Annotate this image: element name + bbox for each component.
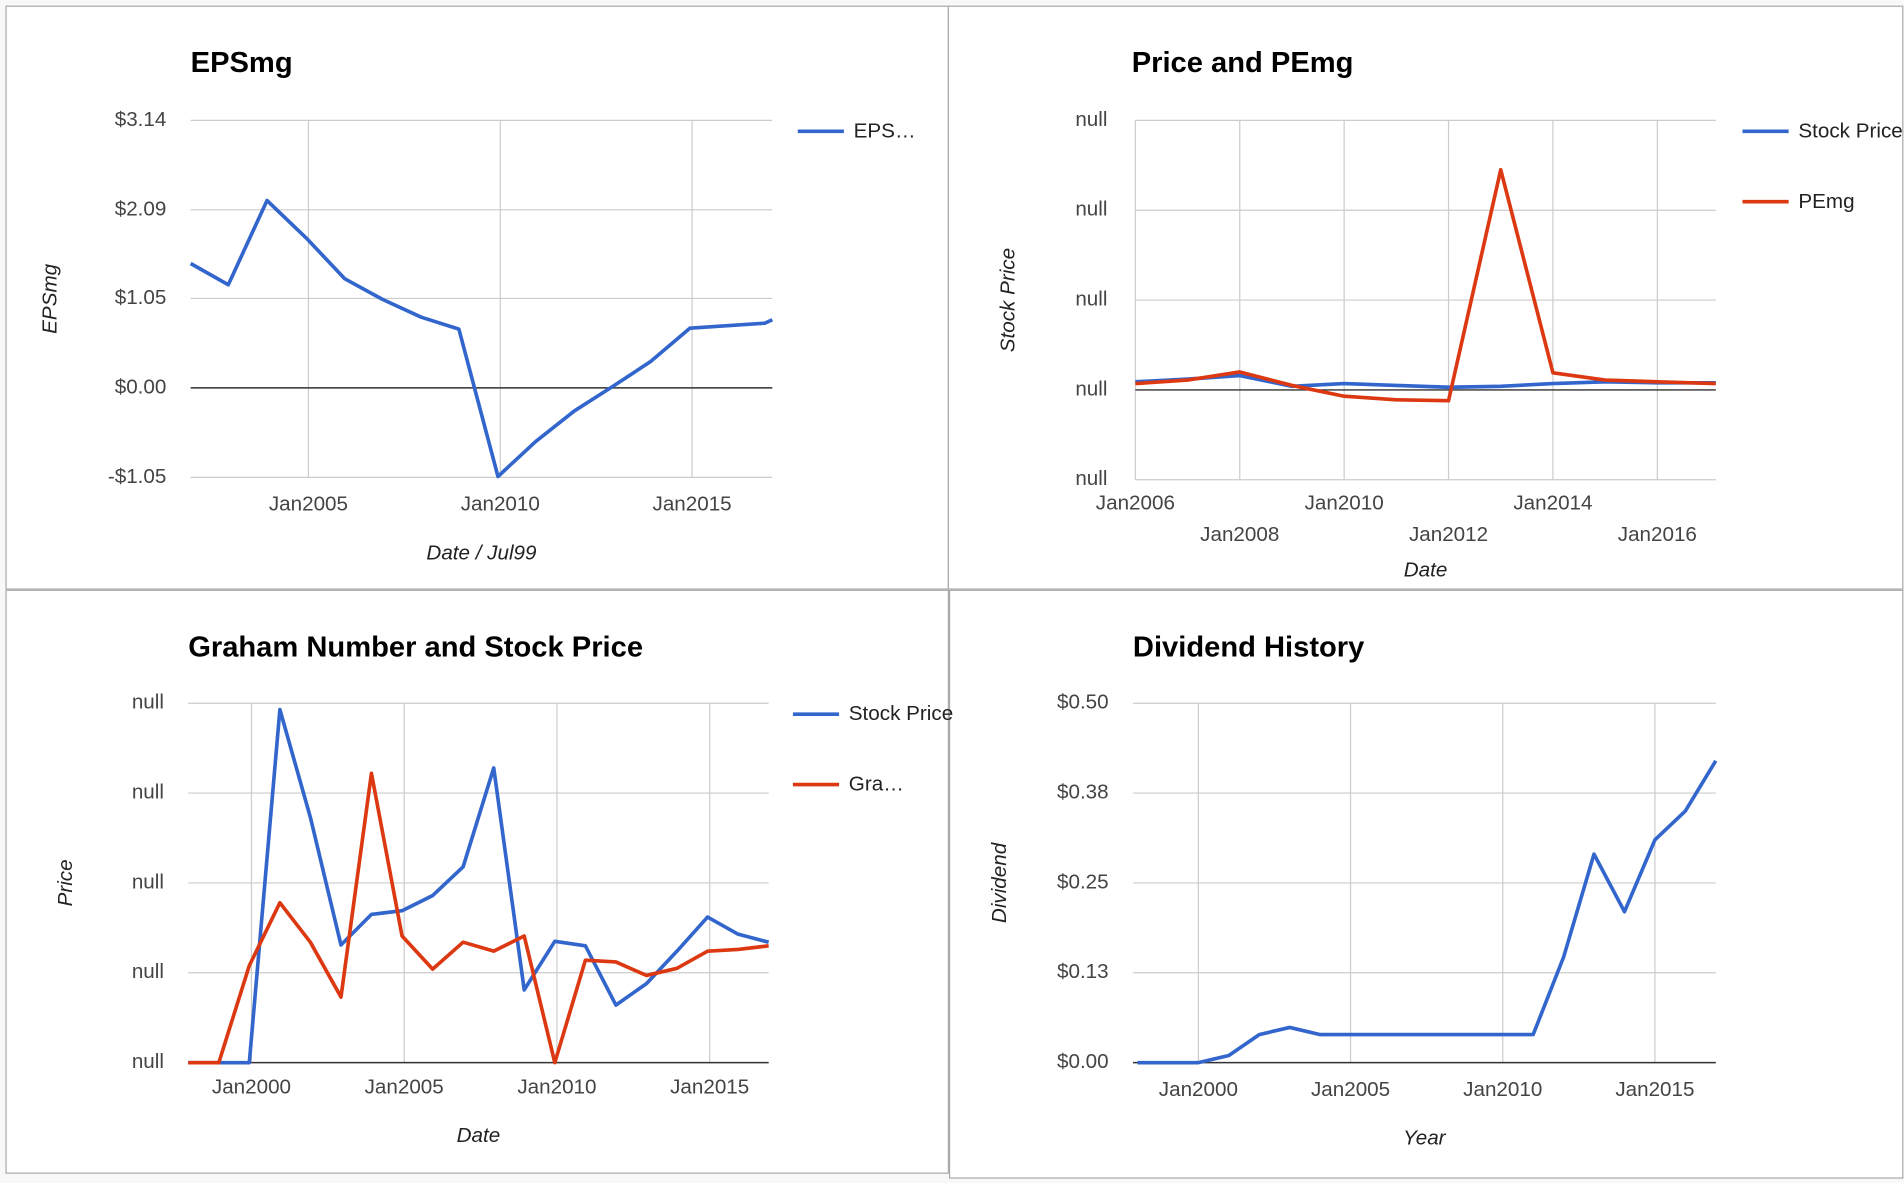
chart-panel (947, 5, 1904, 590)
x-tick-label: Jan2014 (1513, 492, 1592, 515)
y-axis-title: EPSmg (38, 263, 61, 333)
chart-title: Dividend History (1133, 631, 1365, 663)
legend-label: Stock Price (848, 702, 954, 726)
chart-title: EPSmg (191, 47, 293, 79)
x-tick-label: Jan2005 (1311, 1078, 1390, 1101)
y-tick-label: null (1075, 198, 1107, 221)
x-axis-title: Date (1404, 558, 1448, 581)
y-tick-label: $0.25 (1057, 870, 1109, 893)
legend-item: PEmg (1798, 189, 1855, 213)
y-axis-title: Price (54, 859, 77, 906)
series-line (1135, 167, 1716, 403)
x-tick-label: Jan2010 (461, 493, 540, 516)
x-tick-label: Jan2015 (670, 1076, 749, 1099)
y-tick-label: null (1075, 467, 1107, 490)
chart-panel (5, 5, 949, 590)
y-tick-label: null (132, 781, 164, 804)
chart-title: Price and PEmg (1132, 47, 1354, 79)
y-tick-label: null (1075, 108, 1107, 131)
x-tick-label: Jan2012 (1409, 523, 1488, 546)
x-tick-label: Jan2006 (1096, 492, 1175, 515)
y-tick-label: null (132, 960, 164, 983)
chart-panel (948, 589, 1904, 1179)
y-tick-label: $2.09 (115, 197, 167, 220)
x-axis-title: Date (457, 1124, 501, 1147)
legend-label: EPS… (853, 119, 916, 143)
legend-label: Gra… (848, 772, 904, 796)
legend-item: Stock Price (1798, 119, 1903, 143)
y-tick-label: $0.38 (1057, 781, 1109, 804)
series-line (1137, 759, 1718, 1065)
x-tick-label: Jan2010 (1305, 492, 1384, 515)
y-axis-title: Stock Price (997, 248, 1020, 352)
y-tick-label: null (132, 1050, 164, 1073)
x-tick-label: Jan2005 (365, 1076, 444, 1099)
y-tick-label: -$1.05 (108, 465, 166, 488)
x-tick-label: Jan2000 (1159, 1078, 1238, 1101)
y-tick-label: $0.00 (1057, 1050, 1109, 1073)
legend-label: Stock Price (1798, 119, 1903, 143)
x-tick-label: Jan2015 (1615, 1078, 1694, 1101)
legend-item: Stock Price (848, 702, 954, 726)
y-tick-label: null (1075, 377, 1107, 400)
x-tick-label: Jan2010 (1463, 1078, 1542, 1101)
y-tick-label: null (132, 691, 164, 714)
x-axis-title: Date / Jul99 (426, 541, 537, 564)
y-tick-label: null (1075, 288, 1107, 311)
y-tick-label: $0.50 (1057, 691, 1109, 714)
series-line (188, 707, 770, 1065)
x-axis-title: Year (1403, 1127, 1447, 1150)
x-tick-label: Jan2016 (1618, 523, 1697, 546)
x-tick-label: Jan2010 (517, 1076, 596, 1099)
legend-label: PEmg (1798, 189, 1855, 213)
y-tick-label: $0.00 (115, 375, 167, 398)
y-tick-label: null (132, 870, 164, 893)
legend-item: EPS… (853, 119, 916, 143)
chart-title: Graham Number and Stock Price (188, 631, 643, 663)
series-line (189, 198, 774, 479)
series-line (188, 771, 769, 1065)
legend-item: Gra… (848, 772, 904, 796)
chart-panel (5, 589, 949, 1174)
y-tick-label: $3.14 (115, 108, 167, 131)
x-tick-label: Jan2015 (653, 493, 732, 516)
y-axis-title: Dividend (988, 841, 1011, 923)
x-tick-label: Jan2005 (269, 493, 348, 516)
x-tick-label: Jan2000 (212, 1076, 291, 1099)
x-tick-label: Jan2008 (1200, 523, 1279, 546)
y-tick-label: $1.05 (115, 286, 167, 309)
y-tick-label: $0.13 (1057, 960, 1109, 983)
